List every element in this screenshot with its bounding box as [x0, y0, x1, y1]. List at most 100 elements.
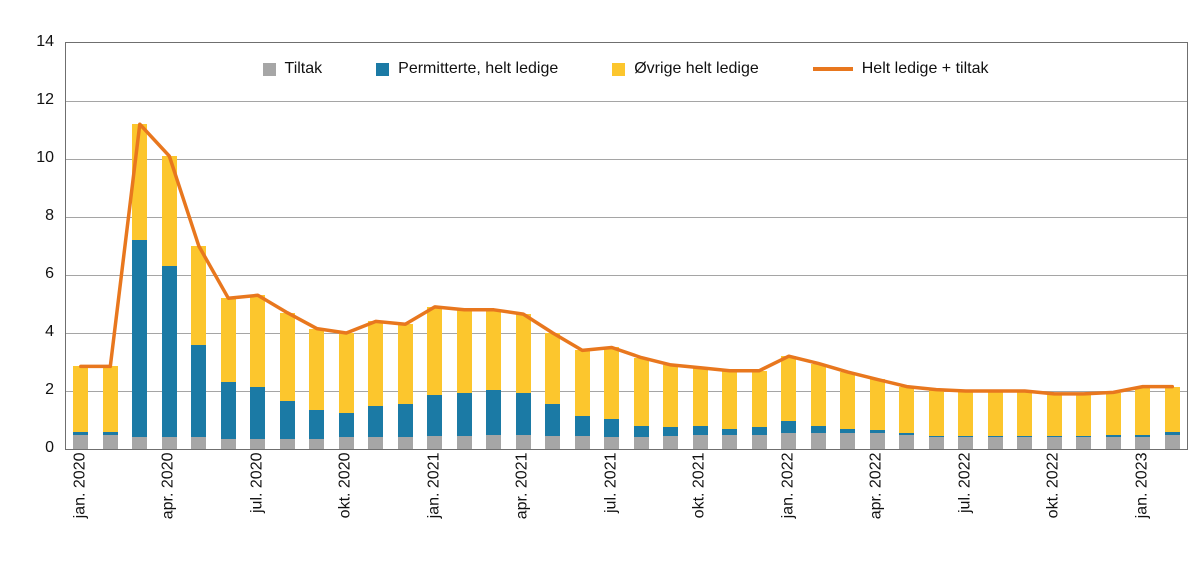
legend-square-swatch-icon	[376, 62, 390, 76]
bar-segment-tiltak	[810, 433, 826, 449]
bar-segment-permitterte-helt-ledige	[161, 266, 177, 438]
bar-segment-permitterte-helt-ledige	[1076, 435, 1092, 438]
bar-segment-vrige-helt-ledige	[73, 366, 89, 432]
bar-segment-vrige-helt-ledige	[515, 314, 531, 393]
bar-segment-tiltak	[161, 437, 177, 449]
x-tick-label: okt. 2020	[336, 452, 354, 519]
legend-square-swatch-icon	[262, 62, 276, 76]
bar-segment-permitterte-helt-ledige	[309, 409, 325, 439]
bar-segment-vrige-helt-ledige	[1017, 390, 1033, 436]
legend-label: Tiltak	[284, 60, 323, 77]
bar-segment-vrige-helt-ledige	[692, 367, 708, 426]
bar-segment-permitterte-helt-ledige	[928, 435, 944, 438]
y-tick-label: 14	[36, 33, 54, 50]
y-tick-label: 8	[45, 207, 54, 224]
gridline	[66, 391, 1187, 392]
legend-item-helt-ledige-tiltak: Helt ledige + tiltak	[812, 60, 989, 78]
bar-segment-permitterte-helt-ledige	[781, 421, 797, 433]
bar-segment-permitterte-helt-ledige	[456, 392, 472, 436]
bar-segment-vrige-helt-ledige	[1164, 386, 1180, 432]
bar-segment-permitterte-helt-ledige	[191, 344, 207, 438]
gridline	[66, 101, 1187, 102]
bar-segment-permitterte-helt-ledige	[73, 431, 89, 435]
bar-segment-vrige-helt-ledige	[279, 312, 295, 402]
bar-segment-vrige-helt-ledige	[161, 156, 177, 267]
legend-label: Helt ledige + tiltak	[861, 60, 989, 77]
x-tick-label: jul. 2020	[248, 452, 266, 514]
bar-segment-permitterte-helt-ledige	[486, 389, 502, 435]
bar-segment-vrige-helt-ledige	[810, 363, 826, 426]
bar-segment-vrige-helt-ledige	[486, 309, 502, 390]
bar-segment-vrige-helt-ledige	[220, 298, 236, 383]
bar-segment-tiltak	[456, 435, 472, 449]
legend: Tiltak Permitterte, helt ledige Øvrige hel…	[65, 60, 1186, 78]
bar-segment-permitterte-helt-ledige	[633, 425, 649, 438]
legend-square-swatch-icon	[612, 62, 626, 76]
y-tick-label: 2	[45, 381, 54, 398]
bar-segment-permitterte-helt-ledige	[102, 431, 118, 435]
bar-segment-tiltak	[486, 434, 502, 449]
bar-segment-tiltak	[250, 438, 266, 449]
bar-segment-vrige-helt-ledige	[545, 332, 561, 404]
bar-segment-tiltak	[1164, 434, 1180, 449]
bar-segment-vrige-helt-ledige	[958, 390, 974, 436]
bars-layer	[66, 43, 1187, 449]
legend-item-vrige-helt-ledige: Øvrige helt ledige	[612, 60, 759, 78]
bar-segment-vrige-helt-ledige	[102, 366, 118, 432]
bar-segment-tiltak	[663, 435, 679, 449]
bar-segment-permitterte-helt-ledige	[987, 435, 1003, 438]
x-tick-label: jan. 2022	[779, 452, 797, 519]
bar-segment-permitterte-helt-ledige	[899, 433, 915, 435]
bar-segment-vrige-helt-ledige	[663, 364, 679, 428]
total-line	[79, 122, 1175, 396]
bar-segment-permitterte-helt-ledige	[1164, 431, 1180, 435]
total-line-path	[79, 122, 1175, 396]
bar-segment-tiltak	[633, 437, 649, 449]
bar-segment-permitterte-helt-ledige	[397, 404, 413, 438]
bar-segment-vrige-helt-ledige	[840, 372, 856, 429]
y-tick-label: 0	[45, 439, 54, 456]
bar-segment-permitterte-helt-ledige	[958, 435, 974, 438]
bar-segment-tiltak	[73, 434, 89, 449]
bar-segment-vrige-helt-ledige	[397, 324, 413, 405]
bar-segment-vrige-helt-ledige	[250, 295, 266, 387]
bar-segment-tiltak	[722, 434, 738, 449]
bar-segment-tiltak	[191, 437, 207, 449]
bar-segment-vrige-helt-ledige	[1105, 392, 1121, 435]
x-tick-label: okt. 2022	[1044, 452, 1062, 519]
bar-segment-tiltak	[102, 434, 118, 449]
bar-segment-tiltak	[574, 435, 590, 449]
bar-segment-permitterte-helt-ledige	[368, 405, 384, 438]
bar-segment-vrige-helt-ledige	[309, 328, 325, 410]
bar-segment-permitterte-helt-ledige	[692, 425, 708, 435]
gridline	[66, 159, 1187, 160]
x-tick-label: jul. 2021	[602, 452, 620, 514]
bar-segment-permitterte-helt-ledige	[663, 427, 679, 436]
bar-segment-permitterte-helt-ledige	[869, 430, 885, 433]
bar-segment-vrige-helt-ledige	[987, 390, 1003, 436]
bar-segment-tiltak	[958, 437, 974, 449]
x-tick-label: okt. 2021	[690, 452, 708, 519]
x-tick-label: jan. 2020	[71, 452, 89, 519]
bar-segment-tiltak	[397, 437, 413, 449]
bar-segment-vrige-helt-ledige	[928, 389, 944, 436]
bar-segment-permitterte-helt-ledige	[1135, 434, 1151, 438]
bar-segment-vrige-helt-ledige	[338, 332, 354, 413]
bar-segment-vrige-helt-ledige	[427, 307, 443, 396]
x-tick-label: apr. 2022	[867, 452, 885, 520]
bar-segment-tiltak	[545, 435, 561, 449]
bar-segment-tiltak	[338, 437, 354, 449]
y-tick-label: 6	[45, 265, 54, 282]
bar-segment-permitterte-helt-ledige	[604, 418, 620, 438]
bar-segment-tiltak	[1017, 437, 1033, 449]
bar-segment-permitterte-helt-ledige	[220, 382, 236, 439]
gridline	[66, 217, 1187, 218]
bar-segment-vrige-helt-ledige	[191, 246, 207, 345]
bar-segment-tiltak	[1135, 437, 1151, 449]
bar-segment-tiltak	[279, 438, 295, 449]
bar-segment-permitterte-helt-ledige	[1017, 435, 1033, 438]
bar-segment-permitterte-helt-ledige	[515, 392, 531, 435]
legend-label: Permitterte, helt ledige	[398, 60, 559, 77]
legend-item-permitterte-helt-ledige: Permitterte, helt ledige	[376, 60, 558, 78]
